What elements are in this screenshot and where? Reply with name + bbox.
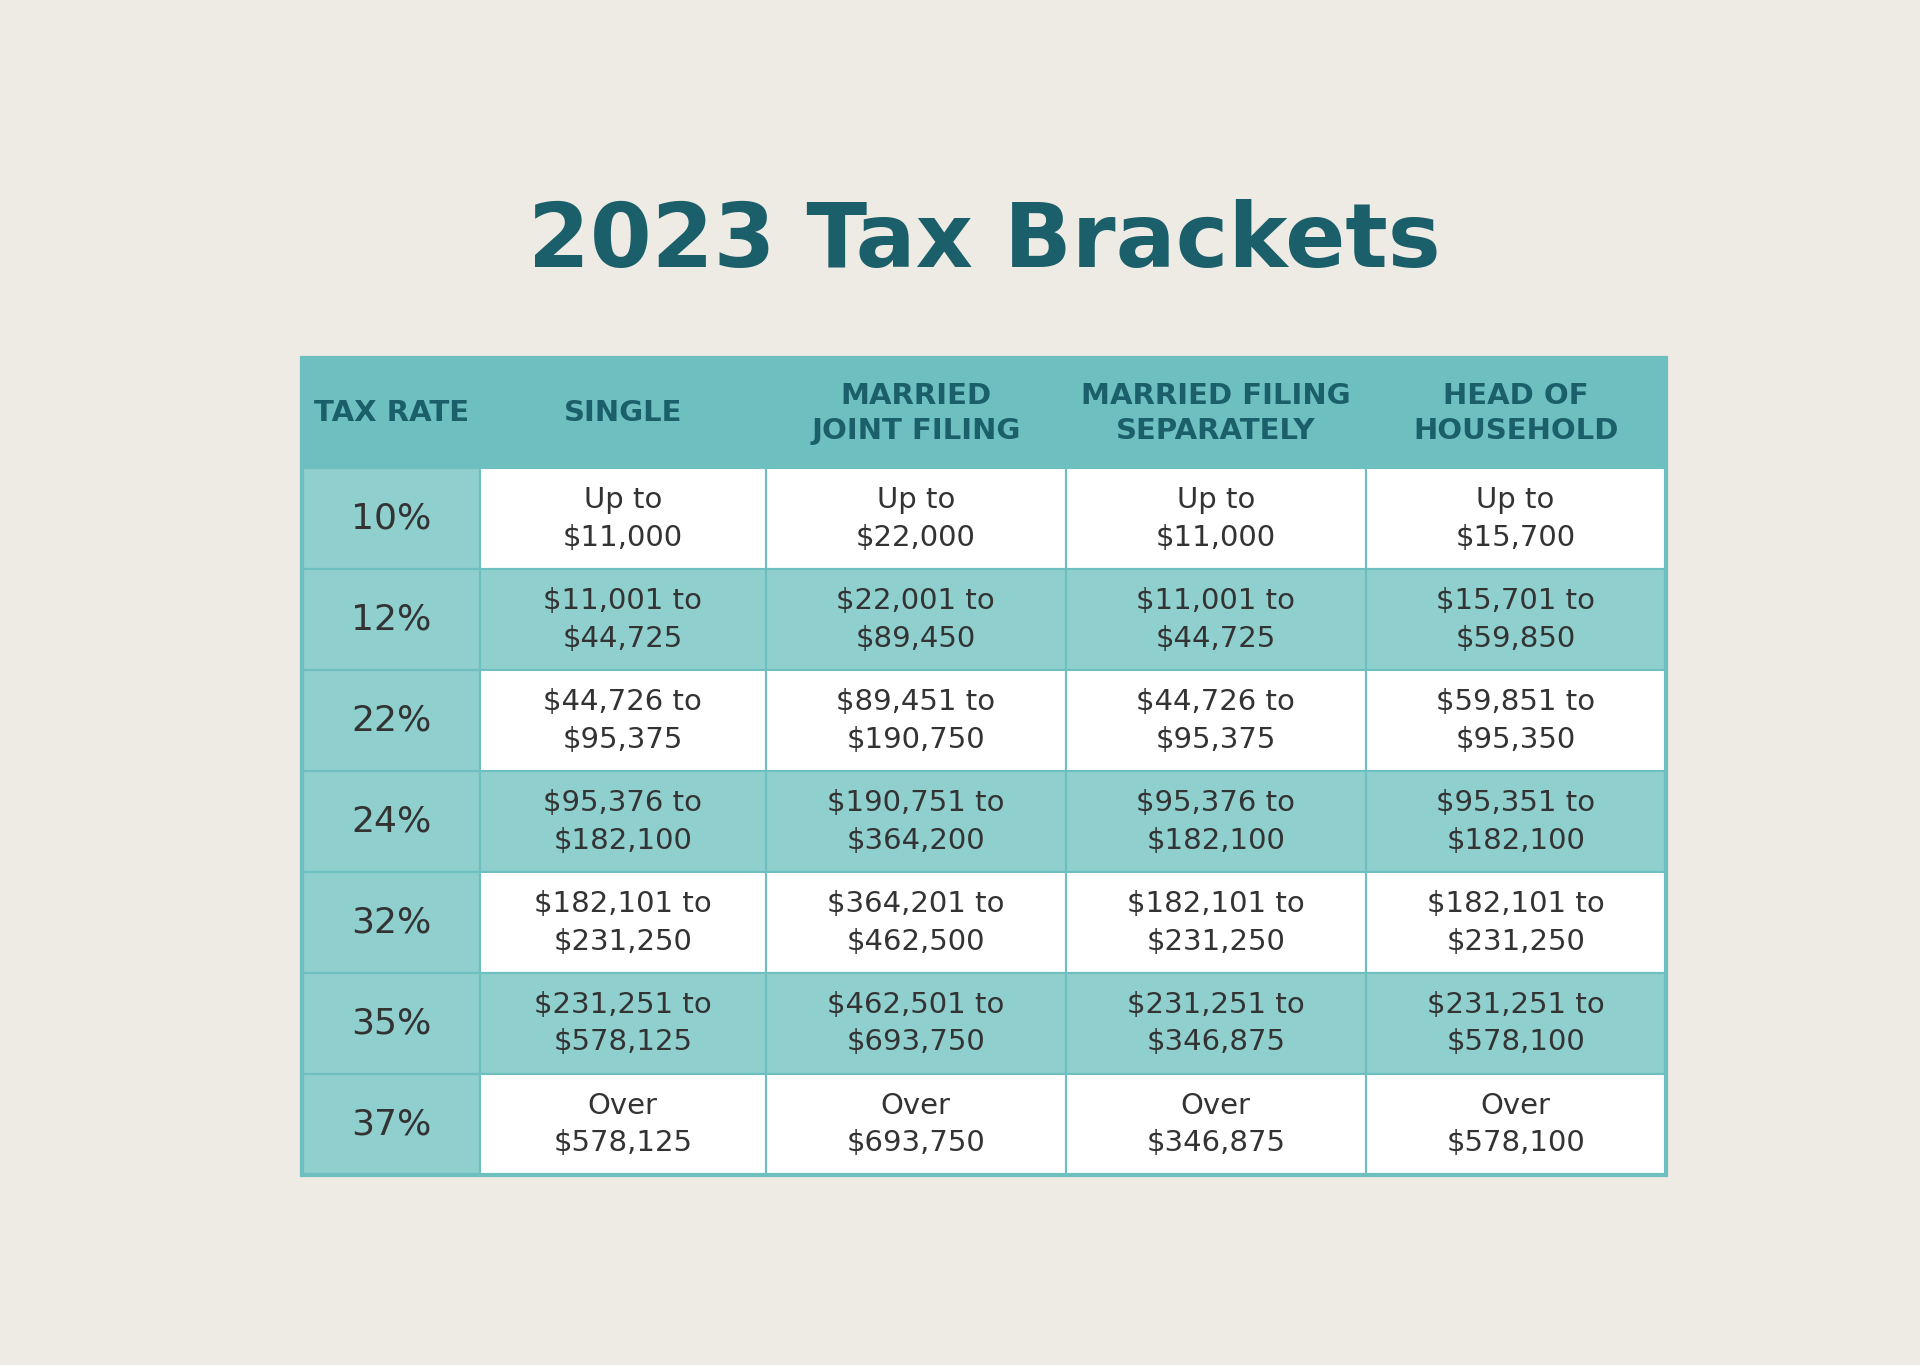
Text: Up to
$22,000: Up to $22,000: [856, 486, 975, 551]
FancyBboxPatch shape: [1066, 872, 1365, 973]
Text: 12%: 12%: [351, 603, 432, 637]
Text: $190,751 to
$364,200: $190,751 to $364,200: [828, 789, 1004, 854]
FancyBboxPatch shape: [1365, 1074, 1665, 1175]
Text: Up to
$11,000: Up to $11,000: [1156, 486, 1275, 551]
Text: Over
$346,875: Over $346,875: [1146, 1092, 1284, 1158]
FancyBboxPatch shape: [1365, 973, 1665, 1074]
Text: $95,351 to
$182,100: $95,351 to $182,100: [1436, 789, 1596, 854]
FancyBboxPatch shape: [766, 771, 1066, 872]
Text: MARRIED FILING
SEPARATELY: MARRIED FILING SEPARATELY: [1081, 382, 1350, 445]
Text: $11,001 to
$44,725: $11,001 to $44,725: [1137, 587, 1296, 652]
Text: Up to
$15,700: Up to $15,700: [1455, 486, 1576, 551]
Text: 10%: 10%: [351, 502, 432, 536]
Text: 37%: 37%: [351, 1107, 432, 1141]
Text: Over
$693,750: Over $693,750: [847, 1092, 985, 1158]
Text: $231,251 to
$346,875: $231,251 to $346,875: [1127, 991, 1304, 1057]
Text: 24%: 24%: [351, 805, 432, 838]
FancyBboxPatch shape: [480, 468, 766, 569]
FancyBboxPatch shape: [1066, 973, 1365, 1074]
FancyBboxPatch shape: [1365, 670, 1665, 771]
FancyBboxPatch shape: [480, 1074, 766, 1175]
Text: $462,501 to
$693,750: $462,501 to $693,750: [828, 991, 1004, 1057]
FancyBboxPatch shape: [1066, 1074, 1365, 1175]
Text: 35%: 35%: [351, 1006, 432, 1040]
FancyBboxPatch shape: [303, 973, 480, 1074]
FancyBboxPatch shape: [1066, 569, 1365, 670]
Text: Up to
$11,000: Up to $11,000: [563, 486, 684, 551]
FancyBboxPatch shape: [1066, 670, 1365, 771]
Text: 32%: 32%: [351, 905, 432, 939]
Text: $89,451 to
$190,750: $89,451 to $190,750: [837, 688, 995, 753]
Text: $182,101 to
$231,250: $182,101 to $231,250: [1127, 890, 1304, 955]
FancyBboxPatch shape: [480, 670, 766, 771]
FancyBboxPatch shape: [766, 670, 1066, 771]
FancyBboxPatch shape: [303, 1074, 480, 1175]
FancyBboxPatch shape: [1365, 771, 1665, 872]
Text: 2023 Tax Brackets: 2023 Tax Brackets: [528, 199, 1440, 287]
FancyBboxPatch shape: [766, 1074, 1066, 1175]
FancyBboxPatch shape: [480, 771, 766, 872]
FancyBboxPatch shape: [1365, 569, 1665, 670]
Text: $11,001 to
$44,725: $11,001 to $44,725: [543, 587, 703, 652]
Text: SINGLE: SINGLE: [564, 400, 682, 427]
FancyBboxPatch shape: [1066, 771, 1365, 872]
FancyBboxPatch shape: [1066, 468, 1365, 569]
Text: $22,001 to
$89,450: $22,001 to $89,450: [837, 587, 995, 652]
FancyBboxPatch shape: [1066, 358, 1365, 468]
FancyBboxPatch shape: [480, 569, 766, 670]
Text: $231,251 to
$578,100: $231,251 to $578,100: [1427, 991, 1605, 1057]
FancyBboxPatch shape: [480, 358, 766, 468]
FancyBboxPatch shape: [766, 569, 1066, 670]
FancyBboxPatch shape: [480, 973, 766, 1074]
FancyBboxPatch shape: [303, 771, 480, 872]
FancyBboxPatch shape: [766, 468, 1066, 569]
FancyBboxPatch shape: [303, 569, 480, 670]
Text: $95,376 to
$182,100: $95,376 to $182,100: [1137, 789, 1296, 854]
FancyBboxPatch shape: [1365, 872, 1665, 973]
FancyBboxPatch shape: [303, 872, 480, 973]
Text: 22%: 22%: [351, 704, 432, 738]
Text: $95,376 to
$182,100: $95,376 to $182,100: [543, 789, 703, 854]
FancyBboxPatch shape: [303, 670, 480, 771]
FancyBboxPatch shape: [1365, 358, 1665, 468]
Text: $182,101 to
$231,250: $182,101 to $231,250: [1427, 890, 1605, 955]
Text: HEAD OF
HOUSEHOLD: HEAD OF HOUSEHOLD: [1413, 382, 1619, 445]
Text: TAX RATE: TAX RATE: [313, 400, 468, 427]
FancyBboxPatch shape: [766, 973, 1066, 1074]
FancyBboxPatch shape: [766, 358, 1066, 468]
Text: $15,701 to
$59,850: $15,701 to $59,850: [1436, 587, 1596, 652]
FancyBboxPatch shape: [303, 468, 480, 569]
FancyBboxPatch shape: [480, 872, 766, 973]
Text: $44,726 to
$95,375: $44,726 to $95,375: [1137, 688, 1296, 753]
Text: MARRIED
JOINT FILING: MARRIED JOINT FILING: [810, 382, 1021, 445]
Text: $44,726 to
$95,375: $44,726 to $95,375: [543, 688, 703, 753]
Text: Over
$578,125: Over $578,125: [553, 1092, 693, 1158]
Text: $182,101 to
$231,250: $182,101 to $231,250: [534, 890, 712, 955]
FancyBboxPatch shape: [766, 872, 1066, 973]
Text: $364,201 to
$462,500: $364,201 to $462,500: [828, 890, 1004, 955]
Text: $231,251 to
$578,125: $231,251 to $578,125: [534, 991, 712, 1057]
FancyBboxPatch shape: [1365, 468, 1665, 569]
Text: $59,851 to
$95,350: $59,851 to $95,350: [1436, 688, 1596, 753]
FancyBboxPatch shape: [303, 358, 480, 468]
Text: Over
$578,100: Over $578,100: [1446, 1092, 1584, 1158]
